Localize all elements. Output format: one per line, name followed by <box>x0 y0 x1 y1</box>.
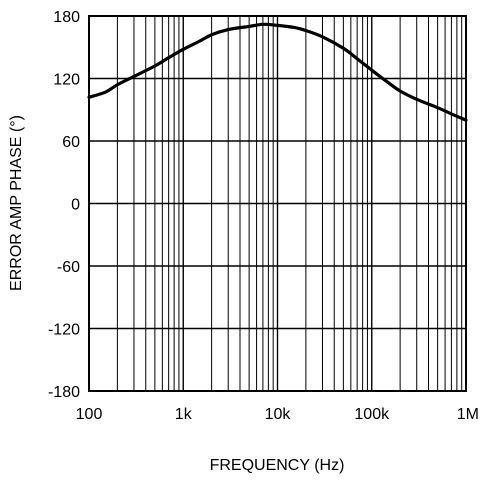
series-layer <box>87 22 468 122</box>
y-tick-label: -180 <box>48 384 80 401</box>
x-tick-label: 100k <box>354 406 390 423</box>
plot-frame <box>88 15 467 392</box>
x-tick-labels: 100 1k 10k 100k 1M <box>76 406 479 423</box>
x-tick-label: 100 <box>76 406 103 423</box>
x-tick-label: 1M <box>457 406 479 423</box>
y-tick-labels: 180 120 60 0 -60 -120 -180 <box>48 9 80 401</box>
y-tick-label: -60 <box>57 259 80 276</box>
y-tick-label: -120 <box>48 322 80 339</box>
y-tick-label: 120 <box>53 72 80 89</box>
y-axis-label: ERROR AMP PHASE (°) <box>8 115 25 291</box>
x-axis-label: FREQUENCY (Hz) <box>210 457 345 474</box>
grid-layer <box>88 15 466 392</box>
y-tick-label: 0 <box>71 197 80 214</box>
y-tick-label: 60 <box>62 134 80 151</box>
y-tick-label: 180 <box>53 9 80 26</box>
phase-series-line <box>87 22 468 122</box>
x-tick-label: 1k <box>175 406 193 423</box>
x-tick-label: 10k <box>265 406 292 423</box>
